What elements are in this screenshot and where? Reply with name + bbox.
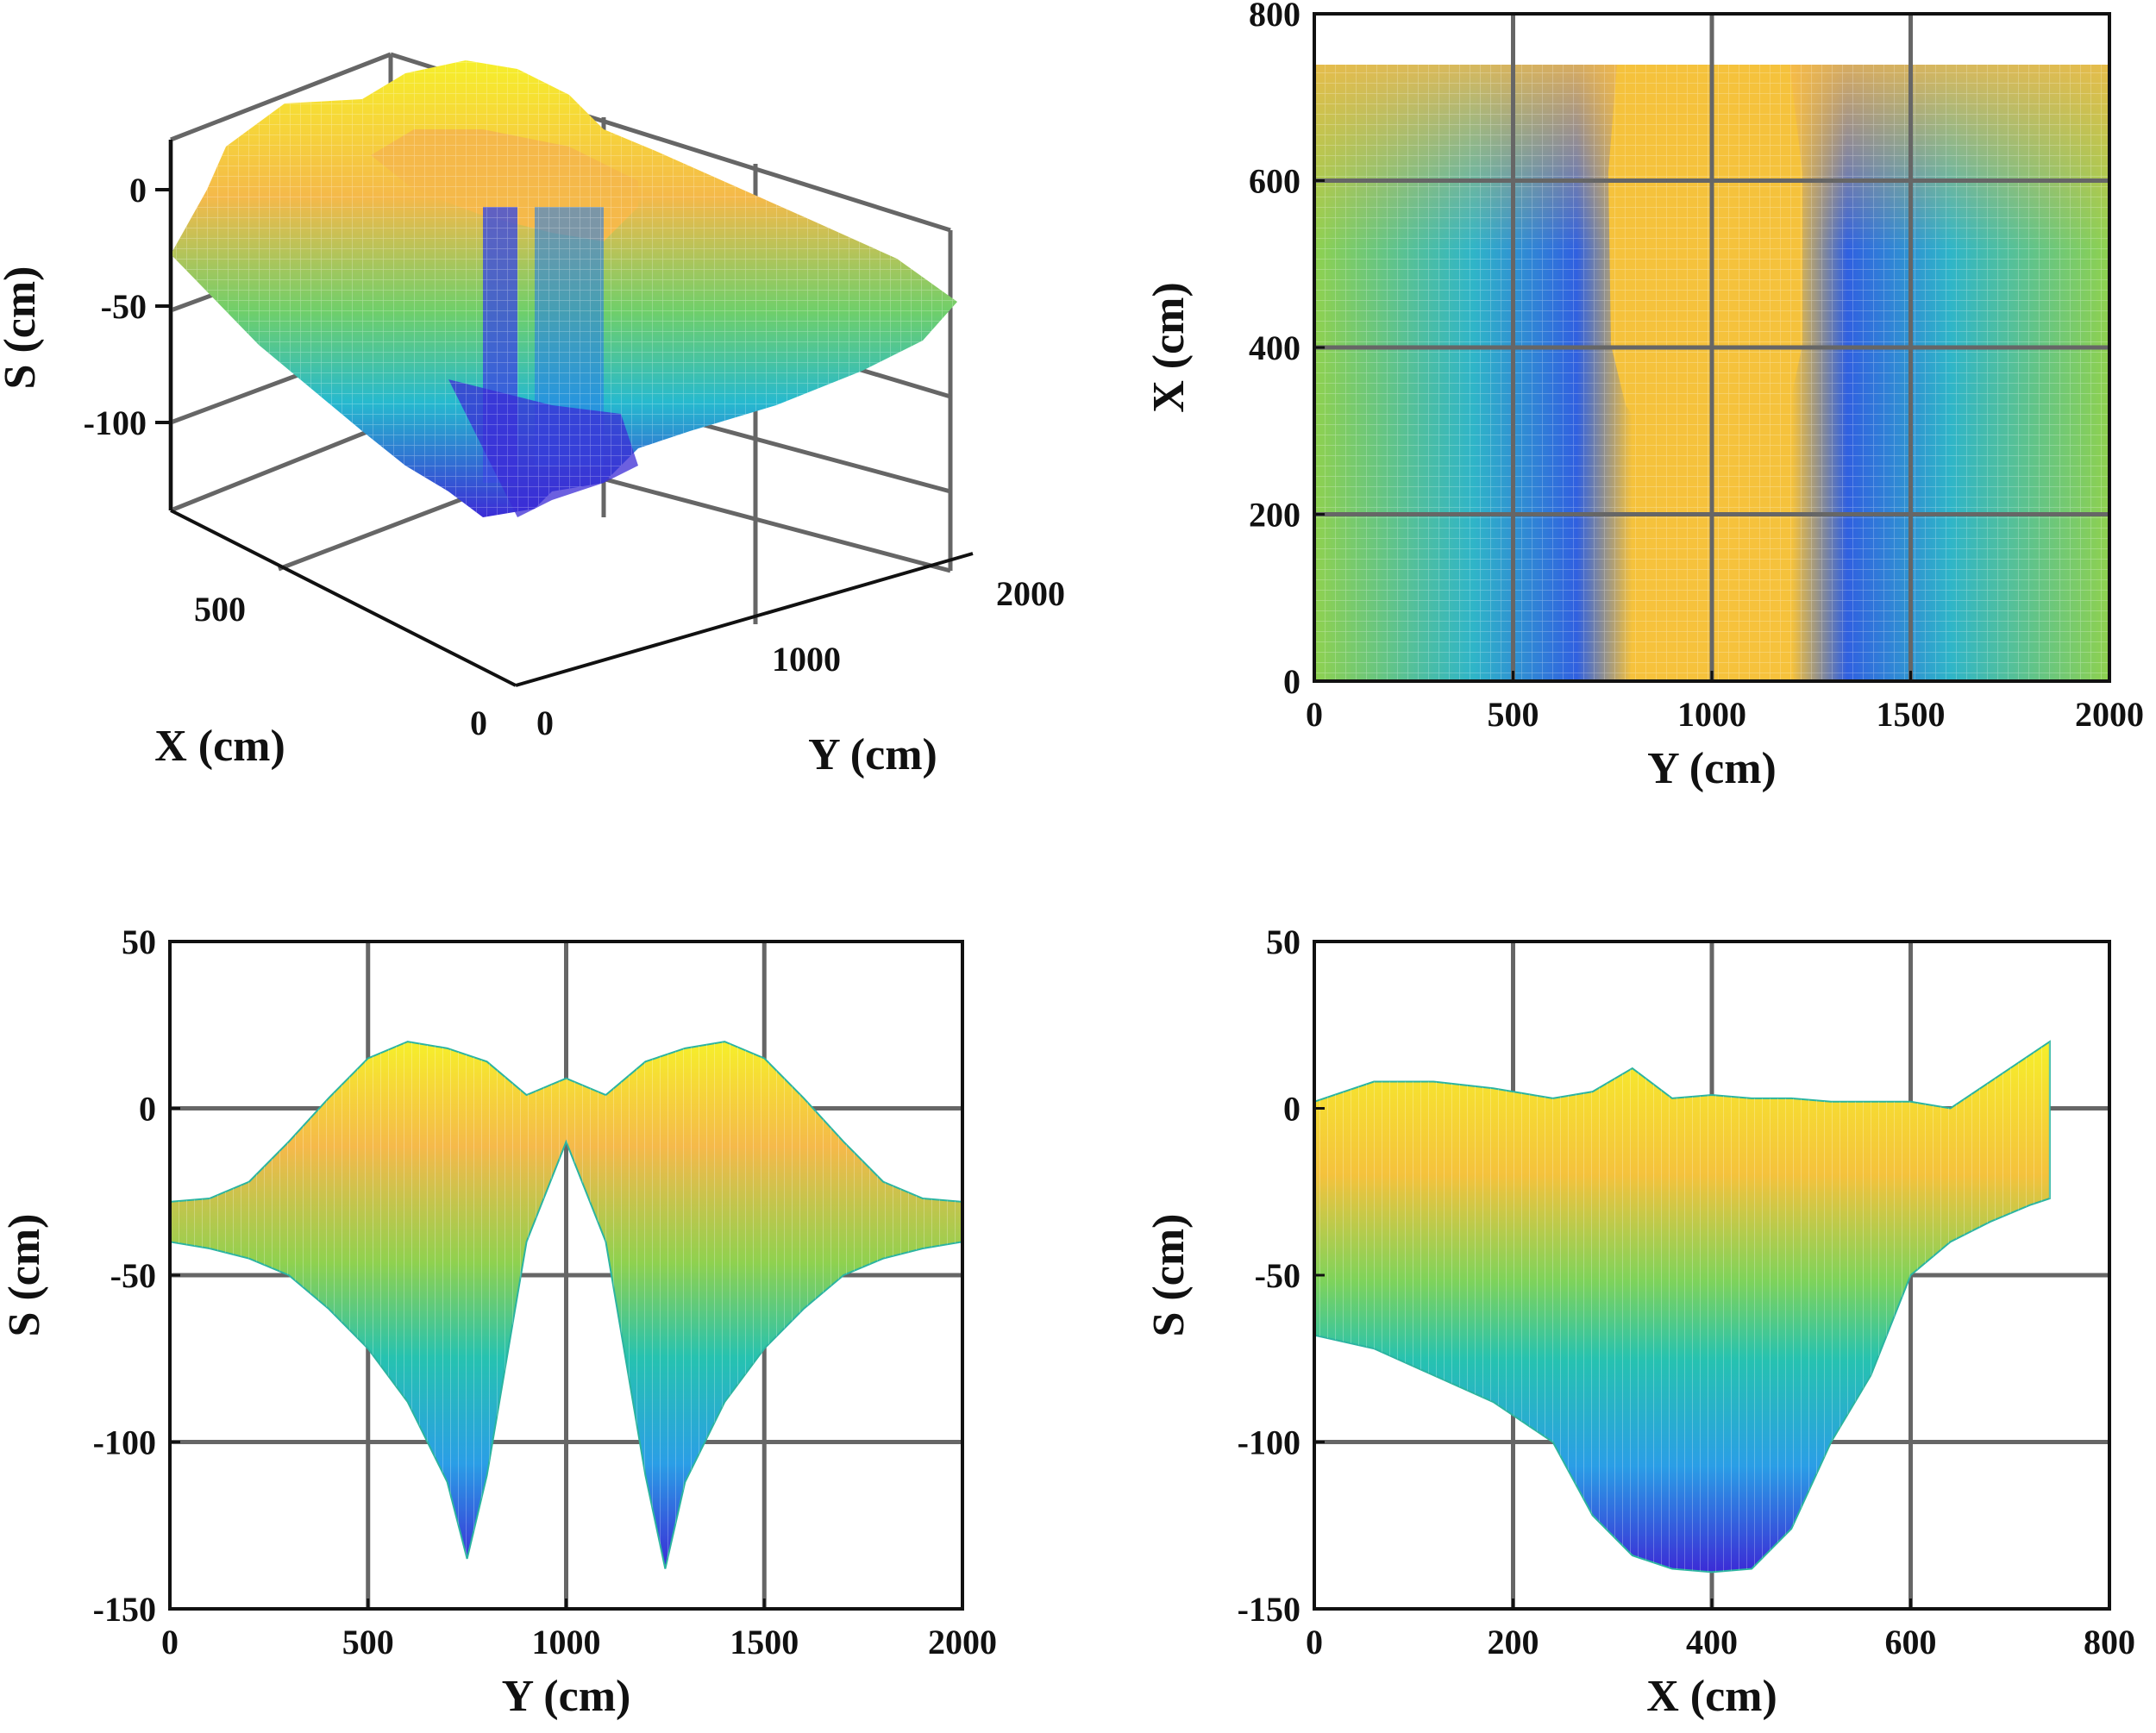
- y-tick-label: -100: [1238, 1423, 1300, 1462]
- y-axis-label: S (cm): [1144, 1214, 1194, 1337]
- y-tick-label: -50: [110, 1256, 156, 1295]
- y-tick-label: -150: [93, 1590, 156, 1629]
- y-tick-label: 0: [1283, 1090, 1300, 1129]
- x-axis-label: Y (cm): [502, 1672, 631, 1721]
- z-tick-label: -100: [84, 404, 147, 442]
- z-tick-label: -50: [101, 287, 147, 326]
- y-axis-label: Y (cm): [808, 730, 937, 779]
- y-tick-label: 2000: [996, 574, 1065, 613]
- x-tick-label: 0: [470, 704, 487, 742]
- 3d-axes: [155, 140, 974, 687]
- z-axis-label: S (cm): [0, 266, 45, 390]
- y-tick-label: 0: [1283, 662, 1300, 701]
- x-tick-label: 1500: [730, 1623, 799, 1661]
- x-tick-label: 500: [1488, 695, 1539, 734]
- 3d-surface: [171, 60, 957, 517]
- x-tick-label: 800: [2084, 1623, 2135, 1661]
- x-tick-label: 1000: [532, 1623, 601, 1661]
- y-tick-label: -100: [93, 1423, 156, 1462]
- x-tick-label: 500: [342, 1623, 394, 1661]
- y-tick-label: 200: [1249, 496, 1300, 535]
- y-axis-label: S (cm): [0, 1214, 49, 1337]
- x-tick-label: 2000: [928, 1623, 997, 1661]
- y-tick-label: 0: [139, 1090, 156, 1129]
- x-axis-label: Y (cm): [1647, 744, 1777, 793]
- x-tick-label: 1500: [1877, 695, 1946, 734]
- x-tick-label: 0: [161, 1623, 179, 1661]
- x-tick-label: 0: [1306, 1623, 1323, 1661]
- y-tick-label: 50: [1266, 923, 1300, 961]
- panel-top-view: 0 500 1000 1500 2000 0 200 400 600 800 Y (cm) X (cm…: [1144, 0, 2144, 793]
- x-tick-label: 600: [1885, 1623, 1937, 1661]
- y-tick-label: 800: [1249, 0, 1300, 34]
- x-axis-label: X (cm): [154, 722, 285, 771]
- y-tick-label: 1000: [772, 640, 841, 679]
- y-tick-label: 50: [122, 923, 156, 961]
- y-tick-label: 400: [1249, 328, 1300, 367]
- x-tick-label: 400: [1686, 1623, 1738, 1661]
- x-tick-label: 200: [1488, 1623, 1539, 1661]
- x-tick-label: 500: [194, 590, 246, 629]
- x-tick-label: 2000: [2075, 695, 2144, 734]
- y-tick-label: 600: [1249, 162, 1300, 201]
- y-tick-label: -150: [1238, 1590, 1300, 1629]
- z-tick-label: 0: [129, 171, 147, 210]
- y-axis-label: X (cm): [1144, 282, 1194, 413]
- y-tick-label: 0: [536, 704, 554, 742]
- s-x-wireframe: [1313, 1040, 2051, 1573]
- x-axis-label: X (cm): [1646, 1672, 1777, 1721]
- y-tick-label: -50: [1255, 1256, 1300, 1295]
- x-tick-label: 0: [1306, 695, 1323, 734]
- panel-3d-surface: 0 -50 -100 500 0 0 1000 2000 X (cm) Y (cm) S (cm): [0, 52, 1065, 779]
- x-tick-label: 1000: [1677, 695, 1746, 734]
- panel-s-vs-x: 0 200 400 600 800 50 0 -50 -100 -150 X (cm) S (cm): [1144, 923, 2135, 1721]
